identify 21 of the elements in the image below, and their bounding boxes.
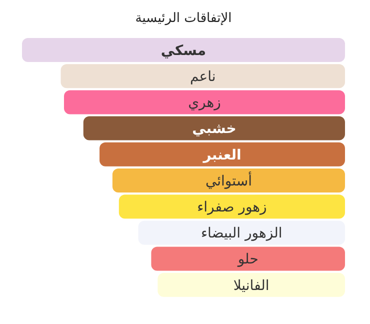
bar <box>112 168 345 192</box>
bar <box>100 142 345 166</box>
bar <box>64 90 345 114</box>
bar <box>118 194 345 219</box>
chart-title: الإتفاقات الرئيسية <box>135 11 232 26</box>
y-tick-label: زهري <box>188 95 221 112</box>
bar <box>60 64 345 88</box>
y-tick-label: مسكي <box>160 42 206 59</box>
y-tick-label: خشبي <box>192 121 236 138</box>
y-tick-label: ناعم <box>190 69 216 85</box>
y-tick-label: أستوائي <box>205 171 252 190</box>
bar <box>158 272 345 297</box>
y-tick-label: حلو <box>236 252 258 268</box>
y-tick-label: الفانيلا <box>233 278 270 294</box>
y-tick-label: العنبر <box>202 147 242 164</box>
bar <box>138 220 345 245</box>
y-tick-label: الزهور البيضاء <box>200 226 282 242</box>
bar <box>83 116 345 140</box>
bar <box>151 246 345 271</box>
y-tick-label: زهور صفراء <box>197 200 267 216</box>
bar <box>22 38 345 62</box>
